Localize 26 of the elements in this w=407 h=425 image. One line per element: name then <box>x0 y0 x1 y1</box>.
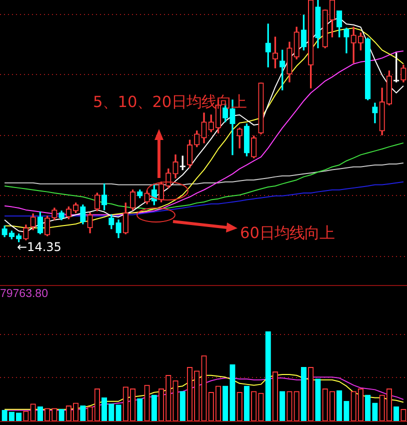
bar <box>108 404 114 421</box>
bar <box>58 409 64 421</box>
bar <box>315 378 321 421</box>
bar <box>37 406 44 421</box>
bar <box>80 405 86 421</box>
bar <box>300 366 307 421</box>
bar <box>2 410 8 421</box>
bar <box>137 398 143 421</box>
text: 79763.80 <box>0 288 48 300</box>
bar <box>222 386 228 421</box>
bar <box>336 390 342 421</box>
annotation: 60日均线向上 <box>240 224 334 242</box>
bar <box>151 394 157 421</box>
bar <box>393 406 400 421</box>
bar <box>344 400 350 421</box>
annotation: ←14.35 <box>17 240 62 254</box>
bar <box>101 397 108 421</box>
bar <box>364 394 371 421</box>
bar <box>116 404 122 421</box>
bar <box>244 386 250 421</box>
bar <box>280 391 286 421</box>
bar <box>230 364 236 421</box>
bar <box>265 331 271 421</box>
bar <box>180 391 186 421</box>
bar <box>372 402 378 421</box>
annotation: 5、10、20日均线向上 <box>93 93 247 111</box>
